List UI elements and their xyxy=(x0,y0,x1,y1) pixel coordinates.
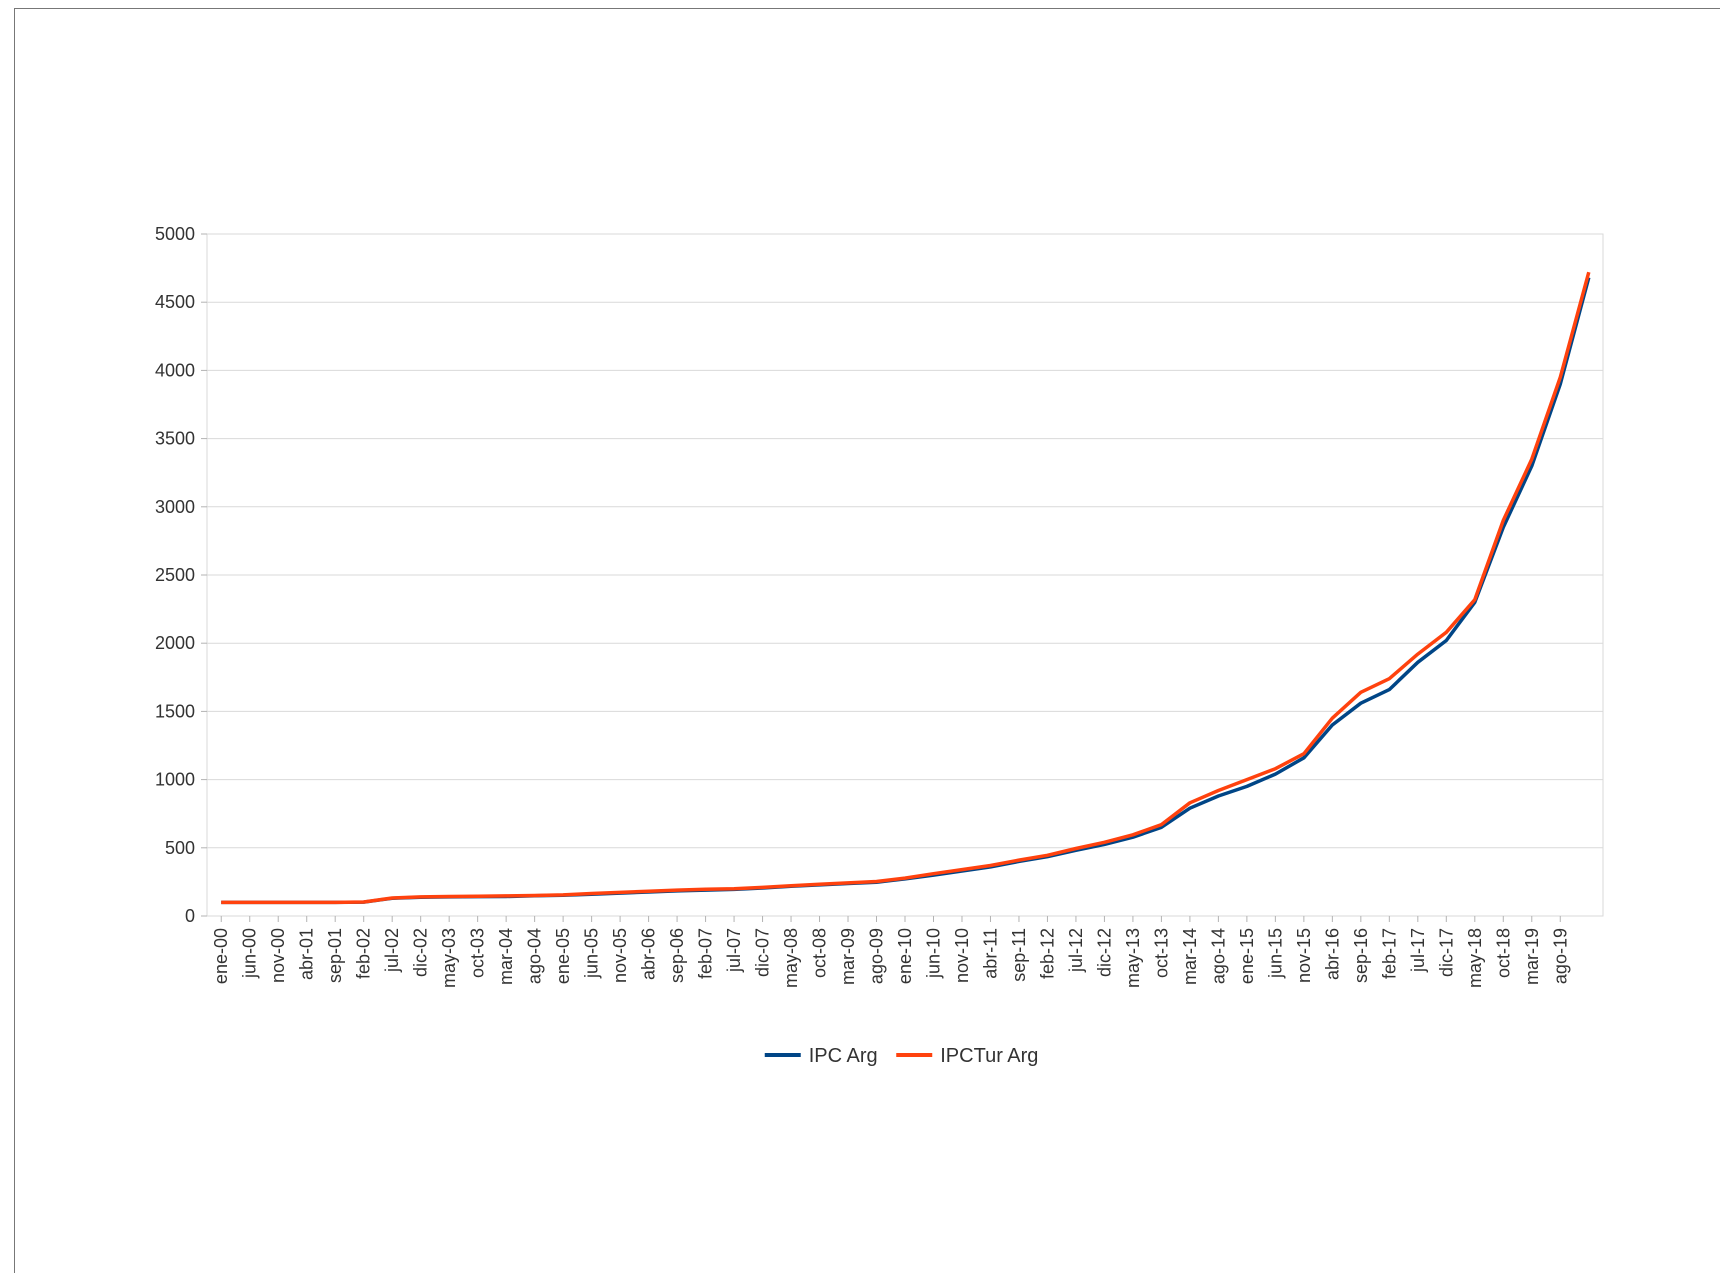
x-tick-label: jun-15 xyxy=(1265,928,1285,979)
x-tick-label: abr-16 xyxy=(1322,928,1342,980)
x-tick-label: jul-17 xyxy=(1408,928,1428,973)
x-tick-label: jun-05 xyxy=(582,928,602,979)
x-tick-label: mar-04 xyxy=(496,928,516,985)
x-tick-label: jul-07 xyxy=(724,928,744,973)
y-tick-label: 5000 xyxy=(155,224,195,244)
series-line-2 xyxy=(221,271,1591,905)
x-tick-label: dic-02 xyxy=(411,928,431,977)
x-tick-label: abr-11 xyxy=(980,928,1000,979)
x-tick-label: dic-07 xyxy=(753,928,773,977)
x-tick-label: mar-09 xyxy=(838,928,858,985)
x-tick-label: feb-02 xyxy=(354,928,374,979)
x-tick-label: ago-04 xyxy=(525,928,545,984)
x-tick-label: abr-01 xyxy=(297,928,317,980)
y-tick-label: 4500 xyxy=(155,292,195,312)
y-tick-label: 3500 xyxy=(155,429,195,449)
x-tick-label: sep-16 xyxy=(1351,928,1371,983)
x-tick-label: ene-15 xyxy=(1237,928,1257,984)
x-tick-label: ene-10 xyxy=(895,928,915,984)
x-tick-label: ene-00 xyxy=(211,928,231,984)
series-lines xyxy=(221,271,1591,905)
y-tick-label: 2000 xyxy=(155,633,195,653)
x-tick-label: may-13 xyxy=(1123,928,1143,988)
x-tick-label: ene-05 xyxy=(553,928,573,984)
x-tick-label: nov-15 xyxy=(1294,928,1314,983)
x-tick-label: oct-18 xyxy=(1493,928,1513,978)
x-tick-label: sep-06 xyxy=(667,928,687,983)
legend-label-1: IPC Arg xyxy=(809,1045,878,1067)
x-tick-label: ago-19 xyxy=(1550,928,1570,984)
x-tick-label: dic-17 xyxy=(1436,928,1456,977)
x-tick-label: may-03 xyxy=(439,928,459,988)
y-axis-ticks: 0 500 1000 1500 2000 2500 3000 3500 4000 4500 5000 xyxy=(155,224,207,926)
x-tick-label: oct-08 xyxy=(810,928,830,978)
x-tick-label: nov-00 xyxy=(268,928,288,983)
x-tick-label: feb-12 xyxy=(1037,928,1057,979)
y-tick-label: 4000 xyxy=(155,360,195,380)
y-tick-label: 1000 xyxy=(155,770,195,790)
x-tick-label: dic-12 xyxy=(1094,928,1114,977)
legend-label-2: IPCTur Arg xyxy=(940,1045,1038,1067)
x-tick-label: may-18 xyxy=(1465,928,1485,988)
x-tick-label: mar-14 xyxy=(1180,928,1200,985)
y-tick-label: 3000 xyxy=(155,497,195,517)
x-tick-label: feb-17 xyxy=(1379,928,1399,979)
x-tick-label: sep-11 xyxy=(1009,928,1029,982)
x-tick-label: nov-10 xyxy=(952,928,972,983)
x-tick-label: jun-00 xyxy=(240,928,260,979)
x-tick-label: oct-03 xyxy=(468,928,488,978)
y-tick-label: 1500 xyxy=(155,701,195,721)
x-tick-label: abr-06 xyxy=(639,928,659,980)
series-line-1 xyxy=(221,277,1591,905)
x-tick-label: sep-01 xyxy=(325,928,345,983)
x-axis-ticks: ene-00 jun-00 nov-00 abr-01 sep-01 feb-02 jul-… xyxy=(211,916,1570,988)
y-tick-label: 2500 xyxy=(155,565,195,585)
x-tick-label: oct-13 xyxy=(1151,928,1171,978)
x-tick-label: feb-07 xyxy=(696,928,716,979)
x-tick-label: jul-12 xyxy=(1066,928,1086,973)
x-tick-label: may-08 xyxy=(781,928,801,988)
x-tick-label: nov-05 xyxy=(610,928,630,983)
y-tick-label: 500 xyxy=(165,838,195,858)
x-tick-label: ago-09 xyxy=(867,928,887,984)
x-tick-label: jun-10 xyxy=(923,928,943,979)
x-tick-label: mar-19 xyxy=(1522,928,1542,985)
y-tick-label: 0 xyxy=(185,906,195,926)
x-tick-label: ago-14 xyxy=(1208,928,1228,984)
legend: IPC Arg IPCTur Arg xyxy=(764,1045,1038,1067)
page-frame xyxy=(14,8,1720,1273)
grid-lines xyxy=(206,233,1604,917)
x-tick-label: jul-02 xyxy=(382,928,402,973)
